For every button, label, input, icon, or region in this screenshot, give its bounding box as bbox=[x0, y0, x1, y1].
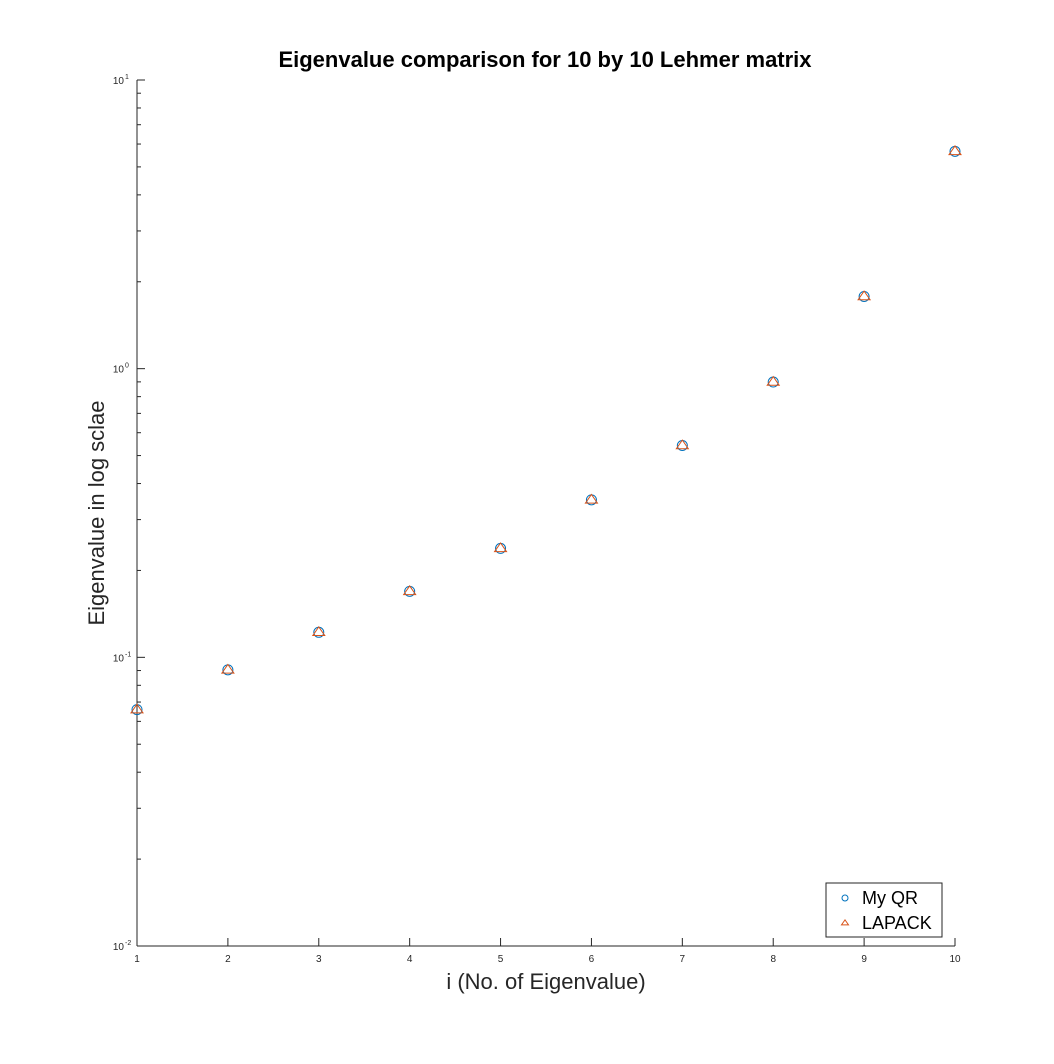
y-tick-label-exponent: -1 bbox=[125, 651, 131, 658]
legend-label: My QR bbox=[862, 888, 918, 908]
legend-marker-circle bbox=[841, 894, 849, 902]
y-tick-label: 10 bbox=[113, 653, 125, 664]
y-tick-label: 10 bbox=[113, 76, 125, 87]
data-point-triangle bbox=[948, 145, 962, 156]
x-tick-label: 5 bbox=[498, 954, 504, 965]
series-1 bbox=[130, 145, 962, 714]
legend: My QR LAPACK bbox=[825, 882, 943, 938]
x-tick-label: 6 bbox=[589, 954, 595, 965]
data-point-triangle bbox=[584, 493, 599, 504]
legend-box bbox=[825, 882, 943, 938]
x-axis-label: i (No. of Eigenvalue) bbox=[446, 969, 645, 994]
data-point-triangle bbox=[130, 703, 144, 714]
data-point-triangle bbox=[311, 626, 326, 637]
legend-label: LAPACK bbox=[862, 913, 932, 933]
x-ticks: 1 2 3 4 5 6 7 8 9 10 bbox=[134, 938, 961, 965]
data-point-triangle bbox=[857, 290, 872, 301]
x-tick-label: 7 bbox=[680, 954, 686, 965]
series-layer bbox=[130, 145, 962, 716]
chart-title: Eigenvalue comparison for 10 by 10 Lehme… bbox=[278, 47, 812, 72]
data-point-triangle bbox=[675, 439, 690, 450]
x-tick-label: 8 bbox=[770, 954, 776, 965]
y-tick-label-exponent: -2 bbox=[125, 940, 131, 947]
data-point-triangle bbox=[493, 542, 508, 553]
legend-marker-triangle bbox=[840, 918, 850, 926]
y-tick-label-exponent: 0 bbox=[125, 363, 129, 370]
x-tick-label: 4 bbox=[407, 954, 413, 965]
data-point-triangle bbox=[220, 663, 235, 674]
y-minor-ticks bbox=[137, 92, 141, 860]
x-tick-label: 2 bbox=[225, 954, 231, 965]
data-point-triangle bbox=[402, 585, 417, 596]
x-tick-label: 9 bbox=[861, 954, 867, 965]
y-tick-label: 10 bbox=[113, 942, 125, 953]
y-tick-label: 10 bbox=[113, 365, 125, 376]
x-tick-label: 10 bbox=[949, 954, 961, 965]
data-point-triangle bbox=[766, 375, 781, 386]
x-tick-label: 1 bbox=[134, 954, 140, 965]
x-tick-label: 3 bbox=[316, 954, 322, 965]
y-tick-label-exponent: 1 bbox=[125, 74, 129, 81]
y-axis-label: Eigenvalue in log sclae bbox=[84, 400, 109, 625]
